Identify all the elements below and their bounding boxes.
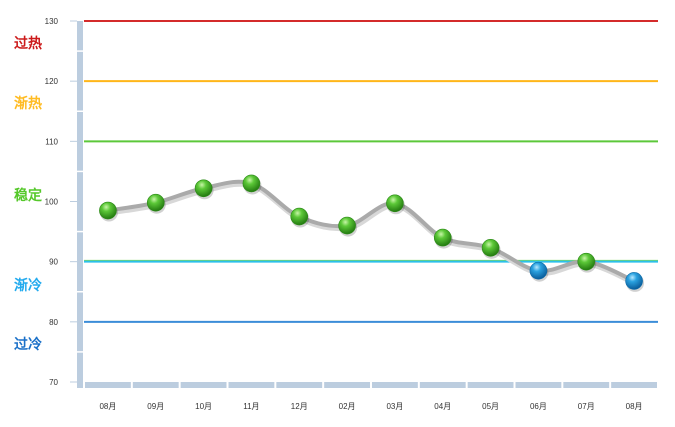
y-tick-label: 130 (45, 17, 59, 26)
data-point-05月 (481, 239, 500, 257)
x-axis-segment (132, 382, 179, 388)
x-tick-label: 06月 (530, 402, 547, 411)
x-tick-label: 12月 (291, 402, 308, 411)
x-tick-label: 11月 (243, 402, 259, 411)
x-axis-segment (276, 382, 323, 388)
y-tick-label: 110 (45, 137, 58, 146)
x-tick-label: 02月 (339, 402, 356, 411)
data-point-06月 (529, 261, 548, 280)
x-axis-segment (515, 382, 562, 388)
zone-label: 渐热 (14, 95, 42, 112)
x-tick-label: 08月 (626, 402, 643, 411)
x-axis-segment (372, 382, 418, 388)
data-point-10月 (194, 179, 213, 198)
x-axis-segment (85, 382, 131, 388)
zone-label: 过热 (14, 35, 42, 52)
zone-label: 渐冷 (14, 277, 42, 294)
y-tick-label: 120 (45, 77, 59, 86)
y-tick-label: 90 (49, 258, 58, 267)
data-point-08月 (625, 272, 643, 290)
data-point-04月 (433, 228, 452, 247)
x-tick-label: 08月 (99, 402, 116, 411)
x-axis-segment (324, 382, 370, 388)
x-axis-segment (467, 382, 514, 388)
data-point-03月 (386, 194, 404, 213)
x-axis-segment (180, 382, 227, 388)
zone-label: 稳定 (14, 187, 42, 204)
x-tick-label: 03月 (386, 402, 403, 411)
data-point-08月 (99, 201, 117, 220)
x-axis-segment (228, 382, 275, 388)
y-axis-bar (77, 21, 83, 388)
data-point-09月 (146, 193, 165, 212)
data-point-12月 (290, 207, 309, 226)
data-point-11月 (242, 174, 261, 193)
x-axis-segment (563, 382, 610, 388)
data-point-02月 (338, 216, 356, 235)
x-axis-segment (419, 382, 466, 388)
y-tick-label: 70 (49, 378, 58, 387)
y-tick-label: 100 (45, 198, 59, 207)
x-tick-label: 10月 (195, 402, 212, 411)
x-tick-label: 05月 (482, 402, 499, 411)
x-axis-segment (611, 382, 657, 388)
x-tick-label: 09月 (147, 402, 164, 411)
data-point-07月 (577, 252, 596, 271)
zone-label: 过冷 (14, 336, 42, 353)
x-tick-label: 04月 (434, 402, 451, 411)
y-tick-label: 80 (49, 318, 58, 327)
x-tick-label: 07月 (578, 402, 595, 411)
